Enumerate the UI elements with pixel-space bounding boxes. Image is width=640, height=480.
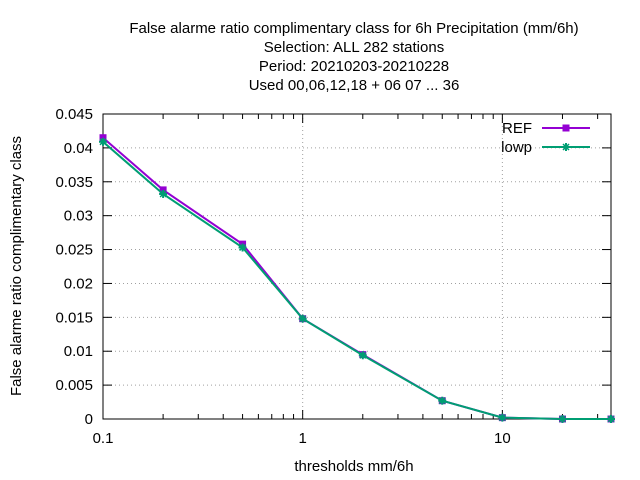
y-axis-label: False alarme ratio complimentary class <box>8 136 25 396</box>
plot-frame <box>102 113 612 420</box>
title-line-2: Selection: ALL 282 stations <box>264 39 444 56</box>
series-layer <box>99 134 615 423</box>
x-axis-label: thresholds mm/6h <box>294 458 413 475</box>
title-line-4: Used 00,06,12,18 + 06 07 ... 36 <box>249 77 460 94</box>
y-tick-label: 0.02 <box>64 275 93 292</box>
legend-marker <box>562 124 570 132</box>
series-line-lowp <box>102 141 611 420</box>
data-point <box>607 415 615 423</box>
x-tick-label: 10 <box>494 430 511 447</box>
y-tick-label: 0.015 <box>55 309 93 326</box>
data-point <box>159 189 168 198</box>
y-tick-label: 0.04 <box>64 140 93 157</box>
data-point <box>99 137 107 146</box>
title-line-3: Period: 20210203-20210228 <box>259 58 449 75</box>
x-tick-label: 0.1 <box>93 430 114 447</box>
series-line-ref <box>102 136 611 420</box>
series-ref <box>99 134 615 423</box>
data-point <box>498 413 507 422</box>
y-tick-label: 0.01 <box>64 343 93 360</box>
series-lowp <box>99 137 615 423</box>
y-tick-label: 0 <box>85 411 93 428</box>
legend-label-lowp: lowp <box>501 139 532 156</box>
legend-label-ref: REF <box>502 120 532 137</box>
data-point <box>238 243 247 252</box>
axis-ticks: 0 0.005 0.01 0.015 0.02 0.025 0.03 0.035 0.04 0.0… <box>55 106 611 447</box>
y-tick-label: 0.005 <box>55 377 93 394</box>
data-point <box>298 314 307 323</box>
data-point <box>358 351 367 360</box>
data-point <box>558 415 567 423</box>
y-tick-label: 0.025 <box>55 242 93 259</box>
x-tick-label: 1 <box>299 430 307 447</box>
grid <box>103 114 611 419</box>
legend: REF lowp <box>501 120 590 156</box>
legend-marker <box>562 143 570 151</box>
data-point <box>159 186 167 194</box>
y-tick-label: 0.03 <box>64 208 93 225</box>
title-line-1: False alarme ratio complimentary class f… <box>129 20 578 37</box>
data-point <box>438 396 447 405</box>
chart-title: False alarme ratio complimentary class f… <box>129 20 578 94</box>
y-tick-label: 0.045 <box>55 106 93 123</box>
y-tick-label: 0.035 <box>55 174 93 191</box>
data-point <box>99 134 107 142</box>
